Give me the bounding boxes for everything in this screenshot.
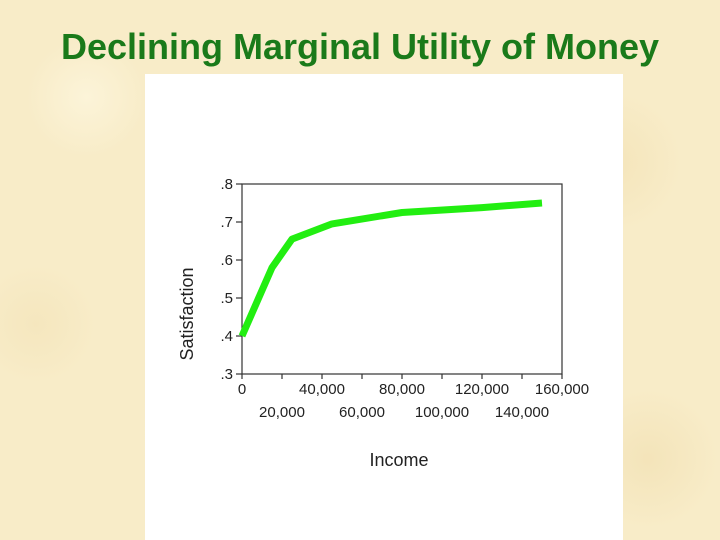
x-tick-label: 20,000 xyxy=(259,404,305,421)
x-axis-title: Income xyxy=(369,450,428,470)
y-axis-title: Satisfaction xyxy=(177,267,197,360)
x-axis: 0 20,000 40,000 60,000 80,000 100,000 120,000 1… xyxy=(238,374,589,421)
x-tick-label: 120,000 xyxy=(455,381,509,398)
series-line xyxy=(238,199,543,338)
x-tick-label: 140,000 xyxy=(495,404,549,421)
y-tick-label: .3 xyxy=(220,366,233,383)
x-tick-label: 100,000 xyxy=(415,404,469,421)
y-tick-label: .6 xyxy=(220,252,233,269)
y-tick-label: .7 xyxy=(220,214,233,231)
y-tick-label: .5 xyxy=(220,290,233,307)
y-axis: .3 .4 .5 .6 .7 .8 xyxy=(220,176,242,383)
x-tick-label: 40,000 xyxy=(299,381,345,398)
x-tick-label: 160,000 xyxy=(535,381,589,398)
x-tick-label: 60,000 xyxy=(339,404,385,421)
line-chart: .3 .4 .5 .6 .7 .8 0 20,000 40,000 60,000 80,000 10… xyxy=(177,176,589,470)
slide-title: Declining Marginal Utility of Money xyxy=(60,26,660,67)
y-tick-label: .4 xyxy=(220,328,233,345)
series-layer xyxy=(238,199,543,338)
chart-panel: .3 .4 .5 .6 .7 .8 0 20,000 40,000 60,000 80,000 10… xyxy=(145,74,623,540)
x-tick-label: 0 xyxy=(238,381,246,398)
y-tick-label: .8 xyxy=(220,176,233,193)
x-tick-label: 80,000 xyxy=(379,381,425,398)
